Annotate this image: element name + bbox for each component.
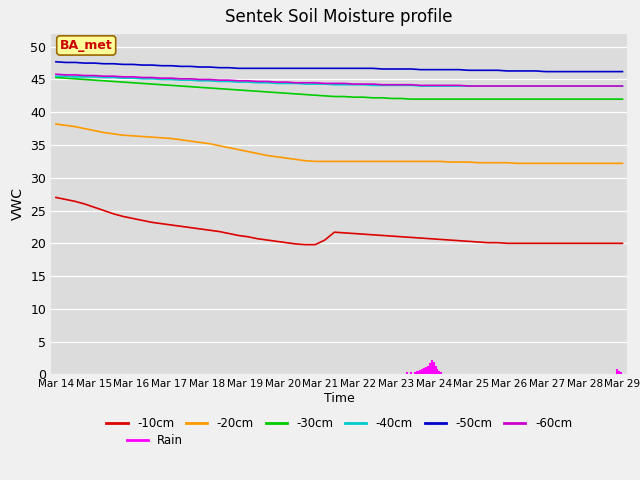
Text: BA_met: BA_met [60,39,113,52]
Y-axis label: VWC: VWC [11,188,25,220]
Legend: Rain: Rain [122,430,188,452]
Title: Sentek Soil Moisture profile: Sentek Soil Moisture profile [225,9,453,26]
X-axis label: Time: Time [324,392,355,405]
